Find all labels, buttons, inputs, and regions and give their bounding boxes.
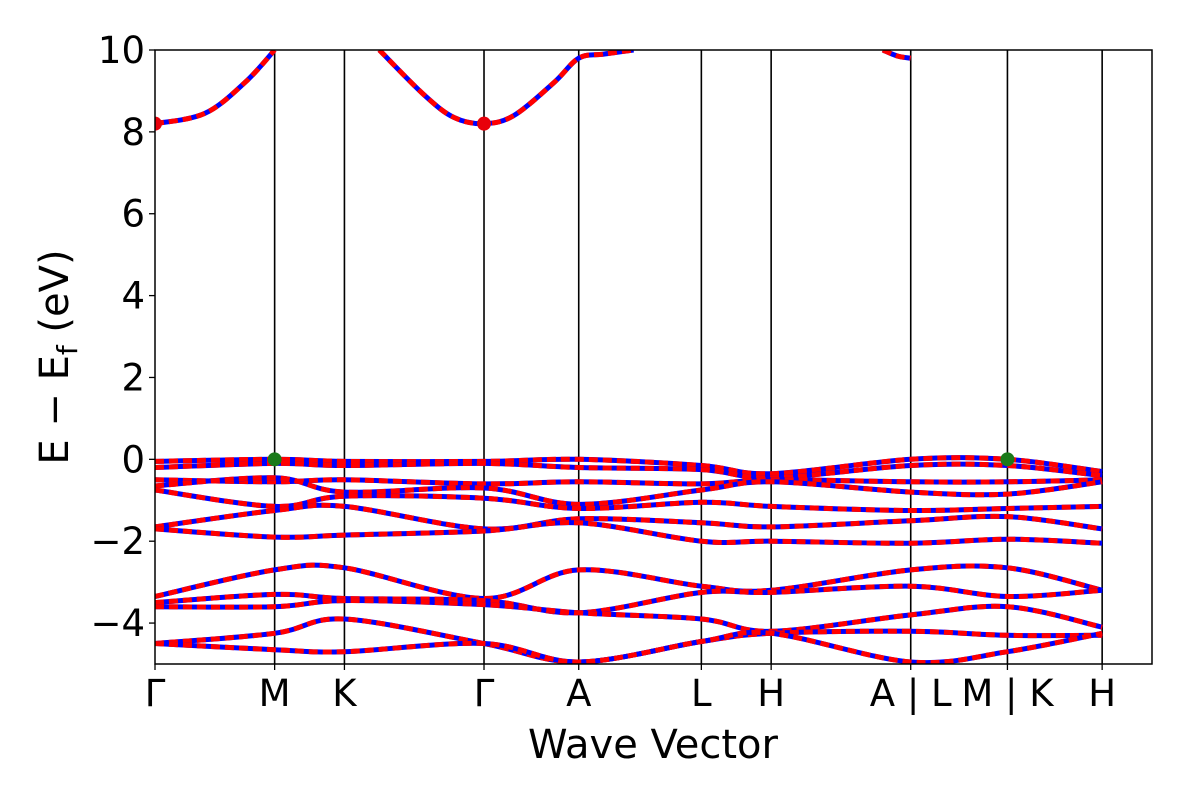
band-1-spin-up [377, 50, 634, 127]
x-tick-label-3: Γ [474, 672, 495, 715]
y-tick-label-5: 6 [121, 193, 145, 236]
extrema-markers [155, 116, 1015, 467]
band-extremum-marker-0 [155, 116, 162, 131]
plot-frame [154, 49, 1153, 665]
band-6-spin-up [155, 475, 1103, 507]
band-0-spin-down [155, 50, 277, 127]
x-tick-label-2: K [332, 672, 358, 715]
y-axis-ticks: −4 −2 0 2 4 6 8 10 [90, 29, 155, 645]
band-2-spin-up [881, 50, 912, 61]
band-8-spin-up [155, 502, 1103, 532]
y-tick-label-7: 10 [98, 29, 145, 72]
band-12-spin-up [155, 598, 1103, 634]
x-tick-label-5: L [691, 672, 712, 715]
band-14-spin-up [155, 629, 1103, 664]
x-tick-label-0: Γ [145, 672, 166, 715]
band-extremum-marker-2 [267, 452, 282, 467]
band-extremum-marker-1 [477, 116, 492, 131]
y-tick-label-1: −2 [90, 520, 145, 563]
band-0-spin-up [155, 50, 277, 127]
band-13-spin-up [155, 616, 1103, 664]
band-10-spin-up [155, 562, 1103, 602]
band-7-spin-up [155, 487, 1103, 514]
y-tick-label-6: 8 [121, 111, 145, 154]
x-tick-label-1: M [259, 672, 291, 715]
band-11-spin-up [155, 583, 1103, 616]
band-4-spin-up [155, 460, 1103, 481]
band-5-spin-up [155, 477, 1103, 487]
x-tick-label-4: A [566, 672, 591, 715]
x-tick-label-8: M | K [961, 672, 1055, 715]
band-3-spin-up [155, 455, 1103, 477]
y-tick-label-3: 2 [121, 356, 145, 399]
y-tick-label-2: 0 [121, 438, 145, 481]
band-1-spin-down [377, 50, 634, 127]
band-lines [155, 50, 1103, 664]
y-tick-label-0: −4 [90, 602, 145, 645]
x-axis-label: Wave Vector [528, 722, 779, 768]
band-9-spin-down [155, 520, 1103, 546]
band-9-spin-up [155, 520, 1103, 546]
x-tick-label-9: H [1088, 672, 1116, 715]
x-tick-label-7: A | L [870, 672, 952, 715]
band-extremum-marker-3 [1000, 452, 1015, 467]
high-symmetry-lines [273, 50, 1103, 664]
x-tick-label-6: H [757, 672, 785, 715]
y-tick-label-4: 4 [121, 275, 145, 318]
y-axis-label: E − Ef (eV) [32, 249, 84, 464]
